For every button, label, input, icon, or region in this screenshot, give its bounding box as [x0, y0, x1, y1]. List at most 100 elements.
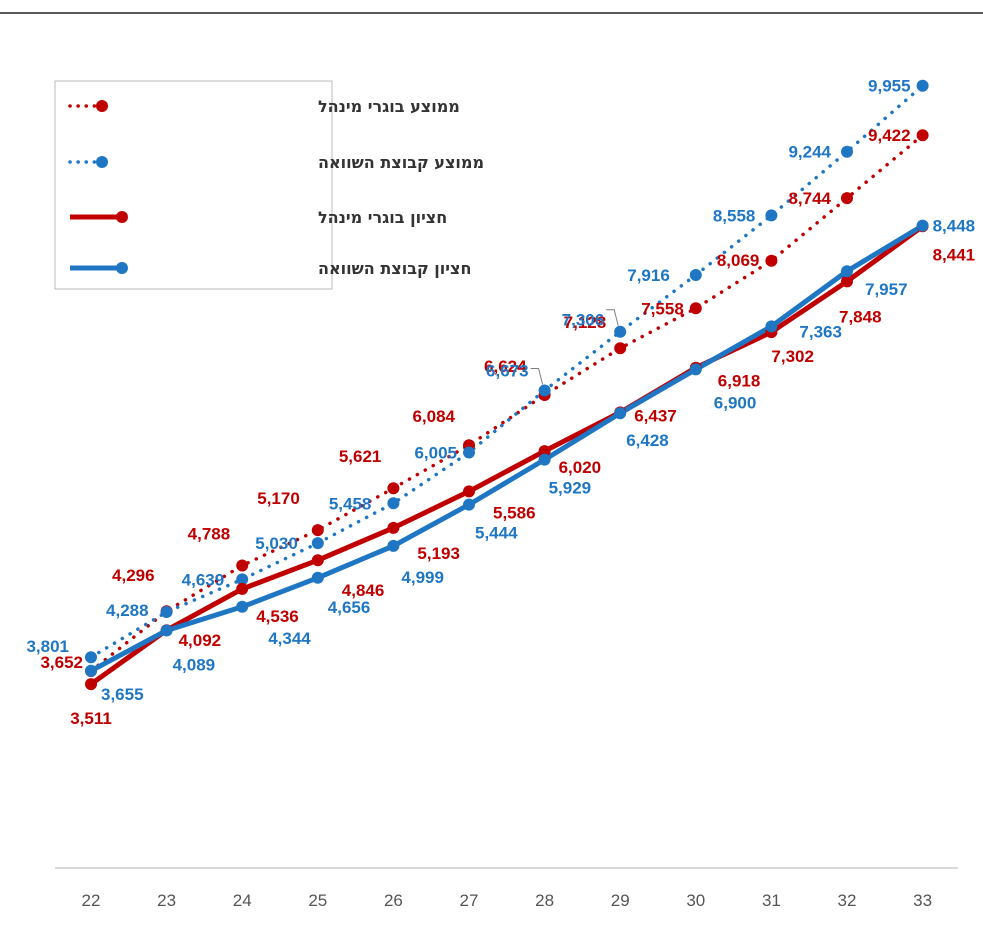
data-label-s0-9: 8,069	[717, 251, 760, 270]
data-point-s1-6	[538, 384, 551, 397]
data-label-s3-7: 6,428	[626, 431, 669, 450]
data-label-s2-10: 7,848	[839, 307, 882, 326]
data-label-s2-1: 4,092	[179, 631, 222, 650]
x-tick-label-9: 31	[762, 891, 781, 910]
data-point-s3-8	[689, 363, 702, 376]
x-tick-label-5: 27	[460, 891, 479, 910]
data-point-s3-11	[916, 219, 929, 232]
data-point-s3-10	[841, 265, 853, 278]
data-point-s2-2	[236, 582, 249, 595]
data-label-s1-10: 9,244	[788, 143, 831, 162]
x-tick-label-1: 23	[157, 891, 176, 910]
data-label-s3-10: 7,957	[865, 280, 908, 299]
legend-box	[54, 80, 333, 290]
data-label-s3-6: 5,929	[549, 479, 592, 498]
data-label-s2-5: 5,586	[493, 503, 536, 522]
data-point-s1-7	[614, 325, 627, 338]
data-label-s2-4: 5,193	[417, 544, 460, 563]
data-label-s3-0: 3,655	[101, 685, 144, 704]
data-label-s3-11: 8,448	[933, 217, 976, 236]
data-point-s1-10	[841, 145, 853, 158]
series-lines	[89, 83, 925, 687]
x-tick-label-10: 32	[838, 891, 857, 910]
data-label-s1-6: 6,673	[486, 362, 529, 381]
data-label-s0-4: 5,621	[339, 447, 382, 466]
data-label-s2-8: 6,918	[718, 372, 761, 391]
data-label-s0-8: 7,558	[641, 299, 684, 318]
data-point-s3-6	[538, 453, 551, 466]
data-label-s3-9: 7,363	[799, 322, 842, 341]
data-label-s0-0: 3,652	[40, 653, 83, 672]
x-tick-label-3: 25	[308, 891, 327, 910]
data-label-s2-3: 4,846	[342, 581, 385, 600]
data-label-s1-3: 5,030	[255, 534, 298, 553]
x-tick-label-11: 33	[913, 891, 932, 910]
data-point-s3-5	[463, 498, 475, 511]
data-label-s3-1: 4,089	[173, 656, 216, 675]
series-markers	[85, 79, 929, 691]
data-point-s2-6	[538, 445, 551, 458]
data-labels: 3,652 4,296 4,788 5,170 5,621 6,084 6,624 7,128…	[26, 77, 975, 728]
leader-line-1	[606, 309, 619, 326]
x-tick-label-8: 30	[686, 891, 705, 910]
data-point-s0-9	[765, 254, 778, 267]
x-tick-label-2: 24	[233, 891, 252, 910]
x-tick-label-6: 28	[535, 891, 554, 910]
data-point-s0-8	[689, 302, 702, 315]
series-line-3	[89, 223, 924, 674]
legend-label-3: חציון קבוצת השוואה	[318, 259, 471, 278]
legend-sample-marker-1	[96, 156, 108, 168]
data-label-s0-10: 8,744	[788, 189, 831, 208]
x-tick-label-4: 26	[384, 891, 403, 910]
data-label-s1-4: 5,458	[329, 494, 372, 513]
data-label-s2-7: 6,437	[634, 406, 677, 425]
x-tick-label-7: 29	[611, 891, 630, 910]
data-label-s0-7: 7,128	[564, 313, 607, 332]
data-label-s0-5: 6,084	[412, 407, 455, 426]
data-point-s0-3	[311, 524, 324, 537]
data-label-s1-1: 4,288	[106, 601, 149, 620]
data-point-s2-5	[463, 485, 475, 498]
data-label-s1-8: 7,916	[627, 266, 670, 285]
data-point-s0-11	[916, 129, 929, 142]
leader-line-0	[530, 367, 544, 385]
data-point-s2-0	[85, 678, 97, 691]
data-point-s1-9	[765, 209, 778, 222]
data-label-s2-9: 7,302	[771, 347, 814, 366]
data-point-s3-4	[387, 539, 400, 552]
series-line-2	[89, 224, 925, 687]
data-label-s2-11: 8,441	[933, 245, 976, 264]
data-label-s0-2: 4,788	[188, 525, 231, 544]
data-point-s2-3	[311, 554, 324, 567]
data-point-s0-2	[236, 559, 249, 572]
data-label-s1-11: 9,955	[868, 77, 911, 96]
data-label-s3-3: 4,656	[328, 598, 371, 617]
x-tick-labels: 22 23 24 25 26 27 28 29 30 31 32 33	[82, 891, 933, 910]
data-point-s1-3	[311, 537, 324, 550]
data-point-s0-7	[614, 342, 627, 355]
data-label-s2-0: 3,511	[70, 709, 112, 728]
data-label-s0-3: 5,170	[257, 489, 300, 508]
data-point-s3-3	[311, 571, 324, 584]
data-point-s3-2	[236, 600, 249, 613]
data-point-s2-10	[841, 275, 853, 288]
data-point-s1-11	[916, 79, 929, 92]
legend-label-2: חציון בוגרי מינהל	[318, 208, 447, 227]
data-label-s3-4: 4,999	[401, 568, 444, 587]
data-point-s1-4	[387, 497, 400, 510]
data-label-s0-6: 6,624	[484, 357, 527, 376]
legend: ממוצע בוגרי מינהל ממוצע קבוצת השוואה חציון…	[54, 80, 484, 290]
data-label-s1-2: 4,639	[182, 570, 225, 589]
data-point-s1-5	[463, 446, 475, 459]
data-label-s2-6: 6,020	[559, 458, 602, 477]
data-point-s0-10	[841, 192, 853, 205]
data-point-s3-1	[160, 624, 173, 637]
legend-sample-marker-0	[96, 100, 108, 112]
x-tick-label-0: 22	[82, 891, 101, 910]
data-point-s1-0	[85, 651, 97, 664]
legend-label-0: ממוצע בוגרי מינהל	[318, 97, 460, 116]
data-point-s3-9	[765, 320, 778, 333]
data-point-s3-0	[85, 664, 97, 677]
data-label-s2-2: 4,536	[256, 607, 299, 626]
